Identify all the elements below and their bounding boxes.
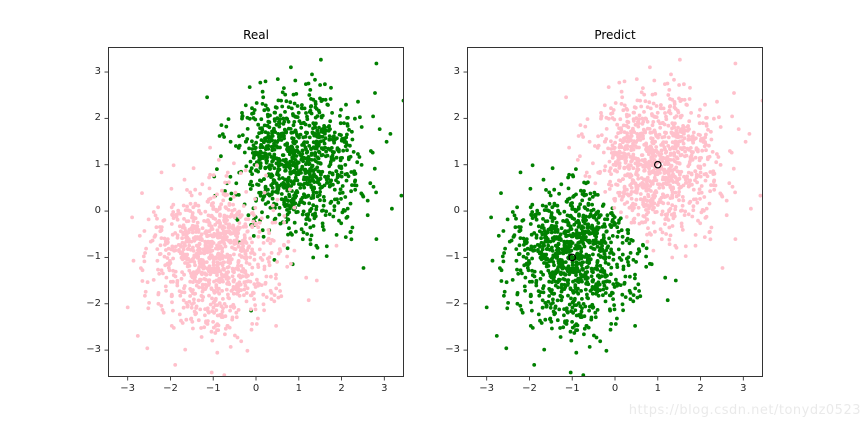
subplot-predict-title: Predict [594, 28, 636, 42]
x-tick-label: 1 [295, 383, 302, 394]
watermark-url: https://blog.csdn.net/tonydz0523 [628, 403, 861, 418]
subplot-predict-axes: Predict −3 −2 −1 0 1 2 3 −3 −2 −1 0 1 2 3 [445, 28, 763, 394]
cluster-points [484, 57, 763, 377]
x-tick-label: 2 [338, 383, 345, 394]
y-tick-label: 0 [453, 205, 460, 217]
cluster-center-markers [568, 160, 662, 262]
y-tick-label: −1 [86, 251, 101, 263]
x-tick-label: −1 [205, 383, 221, 394]
y-tick-label: −3 [445, 344, 460, 356]
x-tick-label: 2 [697, 383, 704, 394]
y-tick-label: 1 [453, 158, 460, 170]
y-tick-label: 3 [453, 66, 460, 78]
x-tick-label: 0 [252, 383, 260, 394]
x-tick-label: 3 [381, 383, 388, 394]
x-tick-label: −2 [163, 383, 178, 394]
scatter-plot-svg [463, 47, 763, 381]
y-tick-label: −2 [86, 297, 101, 309]
x-tick-label: −2 [522, 383, 537, 394]
cluster-points [125, 57, 404, 377]
y-tick-label: 1 [94, 158, 101, 170]
y-tick-label: −1 [445, 251, 460, 263]
tick-marks [104, 71, 385, 381]
tick-marks [463, 71, 744, 381]
x-tick-label: 1 [654, 383, 661, 394]
subplot-real-axes: Real −3 −2 −1 0 1 2 3 −3 −2 −1 0 1 2 3 [86, 28, 404, 394]
x-tick-label: −3 [120, 383, 136, 394]
y-tick-label: 2 [94, 112, 101, 124]
scatter-plot-svg [104, 47, 404, 381]
y-tick-label: −3 [86, 344, 101, 356]
x-tick-label: 3 [740, 383, 747, 394]
subplot-real-title: Real [243, 28, 269, 42]
y-tick-label: 0 [94, 205, 101, 217]
y-tick-label: −2 [445, 297, 460, 309]
y-tick-label: 3 [94, 66, 101, 78]
y-tick-label: 2 [453, 112, 460, 124]
x-tick-label: −3 [479, 383, 495, 394]
x-tick-label: −1 [564, 383, 580, 394]
x-tick-label: 0 [611, 383, 619, 394]
